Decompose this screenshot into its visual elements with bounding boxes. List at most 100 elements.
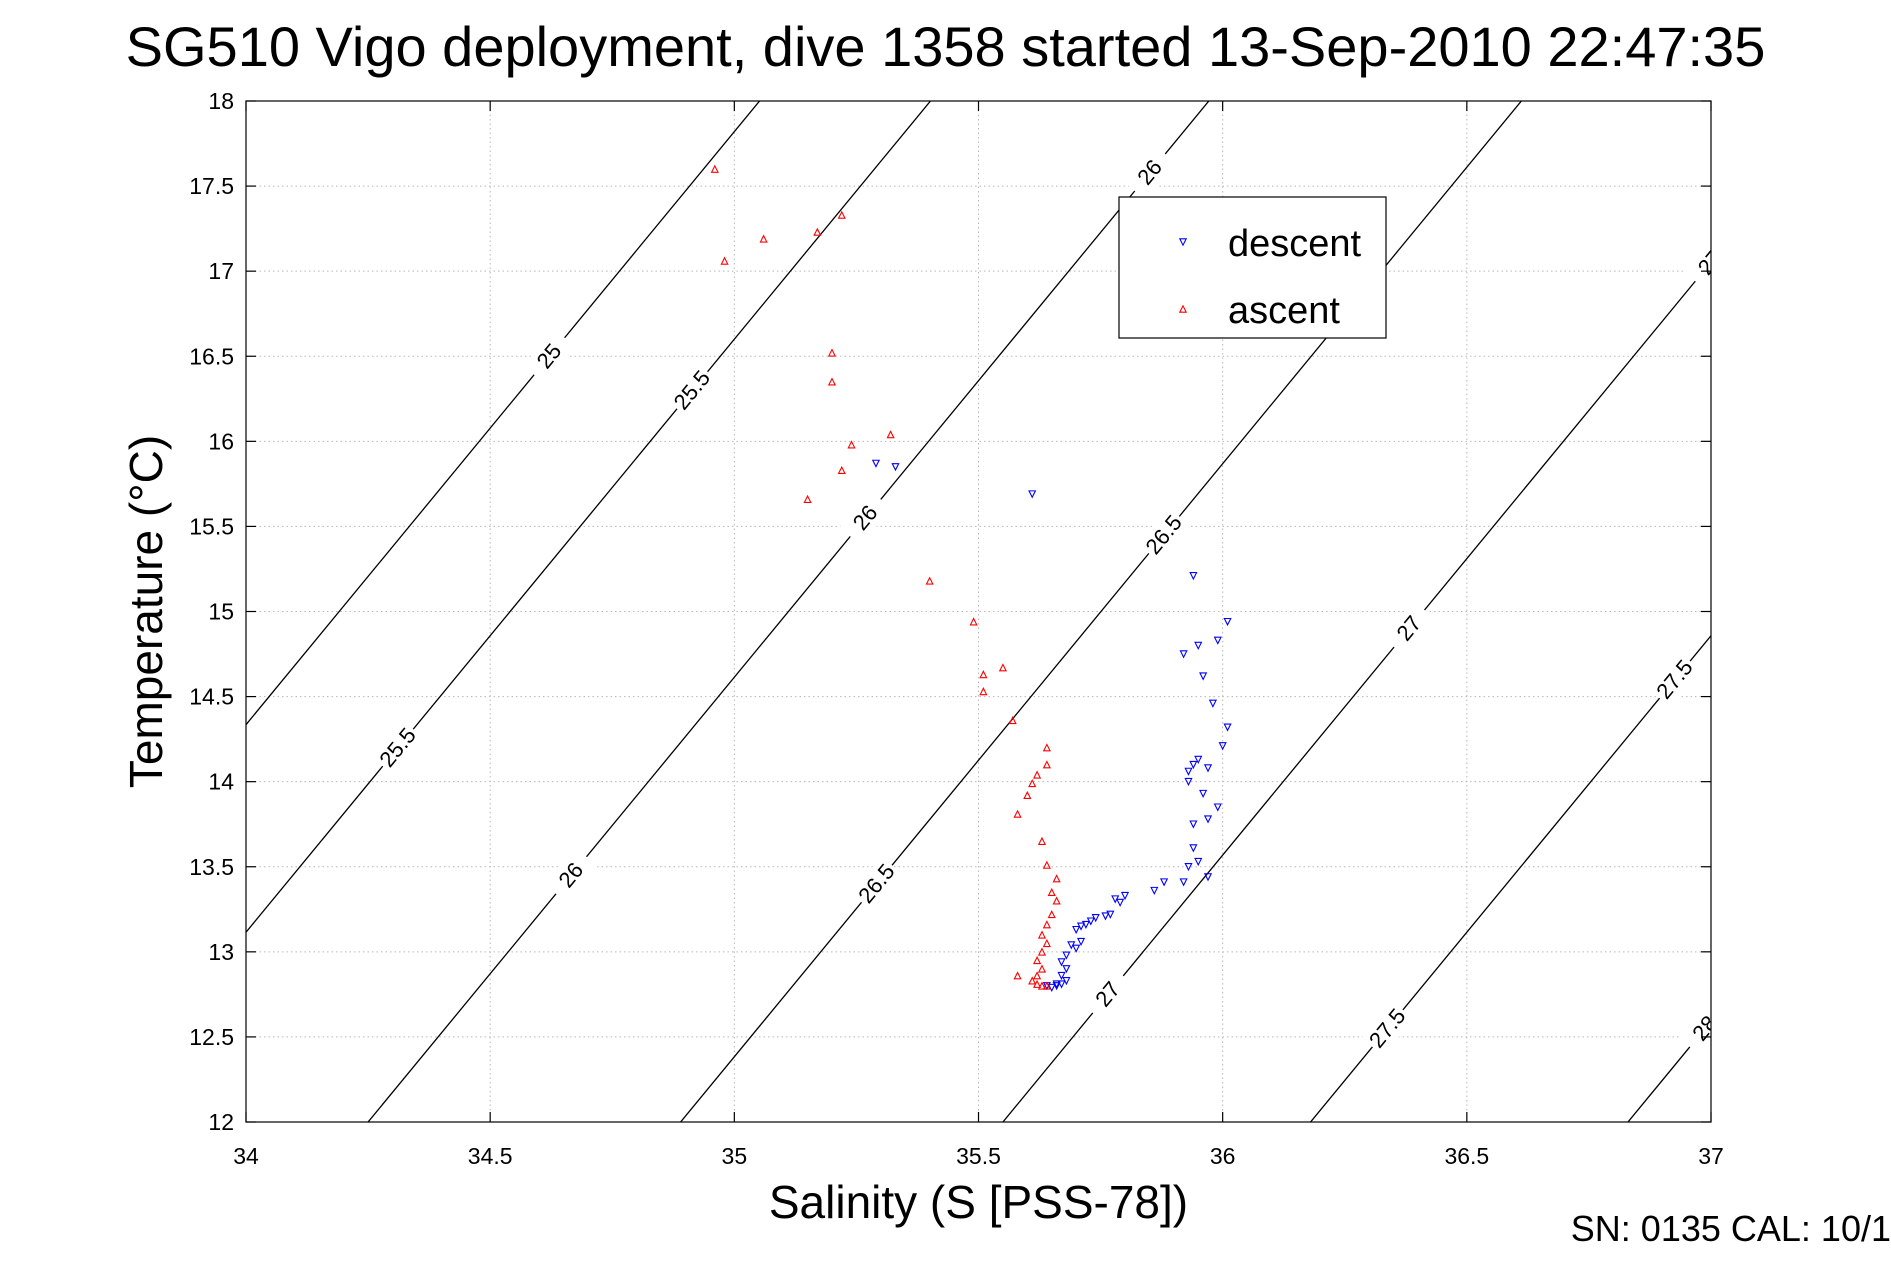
- legend-box: [1118, 196, 1387, 339]
- contour-line: [1309, 634, 1711, 1122]
- contour-label-bg: [839, 490, 892, 546]
- contour-label-bg: [523, 328, 576, 384]
- ascent-point: [1013, 971, 1022, 980]
- ascent-point: [1042, 981, 1051, 990]
- y-tick-label: 13.5: [189, 854, 234, 880]
- descent-point: [1189, 820, 1198, 829]
- ascent-point: [1042, 760, 1051, 769]
- ascent-point: [1037, 964, 1047, 973]
- contour-label-bg: [1678, 1000, 1711, 1056]
- chart-title: SG510 Vigo deployment, dive 1358 started…: [125, 15, 1766, 78]
- ascent-point: [1023, 790, 1032, 800]
- y-tick-label: 15.5: [189, 513, 234, 539]
- descent-point: [891, 463, 900, 472]
- descent-point: [1223, 723, 1232, 732]
- ascent-point: [813, 227, 822, 236]
- descent-point: [1106, 910, 1115, 919]
- ascent-point: [1042, 860, 1051, 869]
- axis-ticks: 34 34.5 35 35.5 36 36.5 37 12 12.5 13 13.5 14 14.5 15…: [189, 88, 1724, 1169]
- ascent-series: [710, 164, 1061, 990]
- ascent-point: [1037, 836, 1047, 845]
- descent-point: [1150, 886, 1159, 896]
- descent-point: [1116, 898, 1125, 907]
- ascent-point: [710, 164, 719, 173]
- descent-point: [1057, 980, 1066, 989]
- x-tick-label: 35: [722, 1143, 748, 1169]
- ascent-point: [827, 348, 837, 357]
- contour-label-bg: [666, 362, 719, 418]
- descent-point: [1203, 873, 1213, 882]
- descent-point: [1057, 958, 1066, 967]
- ascent-point: [1033, 770, 1042, 779]
- descent-point: [1213, 636, 1222, 645]
- legend-marker-ascent: [1178, 304, 1188, 313]
- ascent-point: [1033, 955, 1042, 965]
- descent-point: [1208, 699, 1217, 708]
- contour-label-bg: [1648, 652, 1701, 707]
- ascent-point: [1052, 896, 1061, 905]
- descent-point: [1072, 944, 1081, 953]
- descent-point: [1218, 742, 1227, 751]
- ascent-point: [1042, 938, 1051, 948]
- x-tick-label: 34: [233, 1143, 259, 1169]
- contour-label-bg: [545, 847, 598, 903]
- descent-point: [1179, 650, 1188, 659]
- descent-point: [1189, 760, 1198, 770]
- y-tick-label: 15: [208, 599, 234, 625]
- descent-point: [1199, 672, 1208, 681]
- ascent-point: [1047, 887, 1056, 897]
- x-tick-label: 37: [1698, 1143, 1724, 1169]
- ascent-point: [827, 377, 837, 386]
- ascent-point: [847, 440, 856, 449]
- x-tick-label: 36: [1210, 1143, 1236, 1169]
- x-tick-label: 34.5: [468, 1143, 513, 1169]
- descent-point: [1194, 857, 1203, 867]
- descent-point: [1052, 982, 1061, 991]
- contour-line: [246, 101, 932, 934]
- ascent-point: [998, 663, 1008, 672]
- descent-point: [1052, 980, 1061, 989]
- y-axis-label: Temperature (°C): [120, 435, 172, 788]
- legend: descent ascent: [1118, 196, 1387, 339]
- contour-line: [1002, 261, 1711, 1122]
- contour-line: [1627, 1020, 1711, 1122]
- x-tick-label: 36.5: [1444, 1143, 1489, 1169]
- descent-point: [1120, 891, 1130, 901]
- ascent-point: [1052, 874, 1061, 883]
- ascent-point: [837, 210, 846, 219]
- descent-point: [1159, 878, 1169, 887]
- y-tick-label: 16.5: [189, 343, 234, 369]
- descent-point: [1101, 912, 1110, 921]
- contour-label-bg: [1137, 507, 1191, 563]
- descent-point: [1184, 862, 1193, 872]
- ascent-point: [720, 256, 729, 265]
- ascent-point: [969, 617, 978, 626]
- descent-point: [1179, 878, 1188, 887]
- ascent-point: [1033, 979, 1042, 988]
- ascent-point: [979, 670, 988, 679]
- x-tick-label: 35.5: [956, 1143, 1001, 1169]
- descent-point: [1072, 925, 1081, 935]
- legend-marker-descent: [1178, 238, 1188, 247]
- contour-line: [679, 101, 1523, 1122]
- y-tick-label: 12: [208, 1109, 234, 1135]
- ascent-point: [979, 687, 988, 696]
- ascent-point: [803, 494, 812, 503]
- ascent-point: [1037, 981, 1047, 990]
- descent-point: [1081, 920, 1091, 930]
- descent-point: [1028, 490, 1037, 499]
- ascent-point: [1028, 778, 1037, 788]
- ascent-point: [1037, 947, 1047, 956]
- descent-point: [1203, 764, 1213, 773]
- y-tick-label: 16: [208, 428, 234, 454]
- y-tick-label: 17.5: [189, 173, 234, 199]
- ascent-point: [886, 430, 895, 439]
- descent-point: [1184, 777, 1193, 787]
- descent-point: [1189, 844, 1198, 853]
- contour-label-bg: [1361, 1000, 1414, 1056]
- descent-point: [1199, 789, 1208, 799]
- ascent-point: [1033, 971, 1042, 980]
- contour-line: [246, 101, 761, 726]
